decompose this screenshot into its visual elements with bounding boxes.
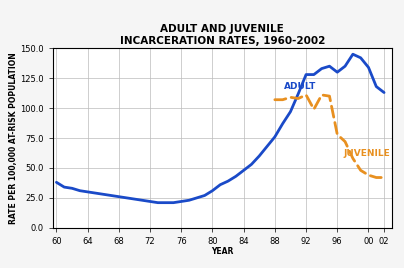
Text: JUVENILE: JUVENILE: [343, 149, 390, 158]
Text: ADULT: ADULT: [284, 82, 317, 91]
X-axis label: YEAR: YEAR: [211, 247, 234, 256]
Title: ADULT AND JUVENILE
INCARCERATION RATES, 1960-2002: ADULT AND JUVENILE INCARCERATION RATES, …: [120, 24, 325, 46]
Y-axis label: RATE PER 100,000 AT-RISK POPULATION: RATE PER 100,000 AT-RISK POPULATION: [9, 52, 19, 224]
